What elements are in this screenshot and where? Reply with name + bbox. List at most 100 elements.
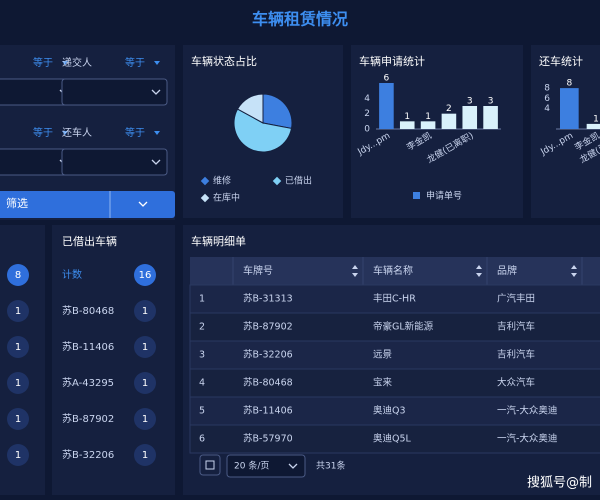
count-value: 1 [142,414,148,425]
bar-value-label: 3 [488,97,494,107]
table-cell: 远景 [373,350,392,361]
filter-label: 还车人 [62,126,92,139]
table-cell: 6 [199,434,205,445]
table-cell: 苏B-57970 [243,433,293,445]
pie-slice [236,93,264,124]
count-value: 1 [142,450,148,461]
bar-value-label: 6 [384,74,390,84]
table-title: 车辆明细单 [191,234,246,248]
table-cell: 宝来 [373,377,393,389]
y-tick-label: 0 [364,125,370,135]
table-cell: 5 [199,406,205,417]
count-badge [7,300,29,322]
count-badge [134,336,156,358]
count-label: 计数 [62,268,82,281]
count-badge [7,444,29,466]
table-cell: 广汽丰田 [497,293,535,305]
page-nav-button[interactable] [199,454,221,476]
caret-icon [62,61,68,65]
chart-title: 还车统计 [539,54,583,68]
table-cell: 苏B-80468 [243,377,293,389]
bar [399,121,415,129]
page-size[interactable]: 20 条/页 [234,460,269,472]
table-cell: 苏B-87902 [243,321,293,333]
count-value: 1 [142,342,148,353]
chevron-icon [138,201,148,207]
plate-number[interactable]: 苏B-80468 [62,304,114,317]
count-value: 16 [139,270,152,281]
chart-title: 车辆状态占比 [191,54,257,68]
column-header[interactable]: 车牌号 [243,264,273,277]
count-value: 1 [142,378,148,389]
table-header [190,257,600,285]
sort-icon[interactable] [571,265,577,277]
table-cell: 帝豪GL新能源 [373,321,434,333]
table-row[interactable] [189,396,600,426]
bar-value-label: 1 [425,112,431,122]
table-cell: 奥迪Q3 [373,405,406,417]
chart-title: 车辆申请统计 [359,54,425,68]
y-tick-label: 2 [364,109,370,119]
count-badge [134,372,156,394]
filter-operator[interactable]: 等于 [125,56,145,69]
chevron-icon [288,463,298,469]
legend-swatch [272,176,282,186]
count-badge [7,408,29,430]
caret-icon [154,131,160,135]
page-size-select[interactable] [226,454,306,478]
page-title: 车辆租赁情况 [252,10,348,29]
bar-panel [531,45,600,218]
sort-icon[interactable] [476,265,482,277]
watermark: 搜狐号@制 [527,476,592,491]
count-value: 1 [15,342,21,353]
list-title: 已借出车辆 [62,234,117,248]
table-cell: 2 [199,322,205,333]
bar [462,106,478,129]
bar-value-label: 2 [446,104,452,114]
count-value: 8 [15,270,21,281]
table-cell: 3 [199,350,205,361]
sort-icon[interactable] [352,265,358,277]
column-header[interactable]: 车辆名称 [373,264,413,277]
column-header[interactable]: 品牌 [497,264,517,277]
bar [483,106,498,129]
filter-dropdown[interactable] [61,78,168,106]
table-cell: 吉利汽车 [497,349,535,361]
filter-operator[interactable]: 等于 [125,126,145,139]
y-tick-label: 6 [544,94,550,104]
legend-swatch [200,193,210,203]
count-value: 1 [142,306,148,317]
y-tick-label: 8 [544,84,550,94]
caret-icon [154,61,160,65]
legend-label: 申请单号 [426,190,462,202]
filter-dropdown[interactable] [61,148,168,176]
bar [420,121,436,129]
plate-number[interactable]: 苏B-87902 [62,412,114,425]
count-value: 1 [15,414,21,425]
caret-icon [62,131,68,135]
bar [560,88,579,129]
pie-slice [233,108,293,153]
table-cell: 一汽-大众奥迪 [497,405,558,417]
filter-operator[interactable]: 等于 [33,56,53,69]
y-tick-label: 4 [544,104,550,114]
filter-button-label[interactable]: 筛选 [6,196,28,210]
filter-operator[interactable]: 等于 [33,126,53,139]
page-nav-icon [205,460,215,470]
pie-slice [262,93,293,130]
count-badge [134,408,156,430]
count-badge [134,444,156,466]
table-row[interactable] [189,368,600,398]
count-value: 1 [15,378,21,389]
table-cell: 一汽-大众奥迪 [497,433,558,445]
plate-number[interactable]: 苏A-43295 [62,376,114,389]
total-count: 共31条 [316,460,345,472]
count-badge [7,336,29,358]
filter-button[interactable] [0,191,175,218]
plate-number[interactable]: 苏B-11406 [62,340,114,353]
bar-value-label: 8 [566,79,572,89]
plate-number[interactable]: 苏B-32206 [62,448,114,461]
table-row[interactable] [189,424,600,454]
